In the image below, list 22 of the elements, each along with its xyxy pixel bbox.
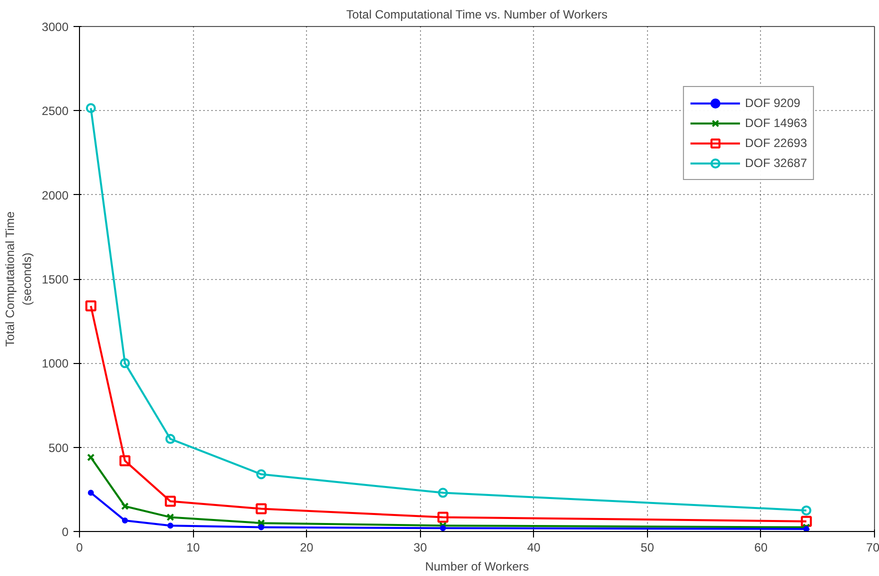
y-tick-label: 2000: [42, 188, 69, 202]
legend-label: DOF 32687: [744, 156, 807, 170]
x-tick-label: 10: [186, 540, 200, 554]
y-tick-label: 2500: [42, 104, 69, 118]
x-tick-label: 30: [414, 540, 428, 554]
legend-label: DOF 22693: [744, 136, 807, 150]
chart-title: Total Computational Time vs. Number of Workers: [346, 8, 608, 22]
y-tick-label: 1500: [42, 272, 69, 286]
x-axis-title: Number of Workers: [425, 560, 529, 574]
x-tick-label: 40: [527, 540, 541, 554]
y-axis-title: Total Computational Time (seconds): [3, 211, 34, 347]
legend-label: DOF 14963: [744, 116, 807, 130]
x-tick-label: 0: [76, 540, 84, 554]
x-tick-label: 60: [754, 540, 768, 554]
x-tick-label: 70: [866, 540, 879, 554]
legend-label: DOF 9209: [744, 96, 800, 110]
y-tick-label: 3000: [42, 20, 69, 34]
x-tick-label: 50: [640, 540, 654, 554]
y-tick-label: 0: [62, 525, 69, 539]
y-tick-label: 1000: [42, 356, 69, 371]
x-tick-label: 20: [300, 540, 314, 554]
y-tick-label: 500: [48, 440, 69, 455]
